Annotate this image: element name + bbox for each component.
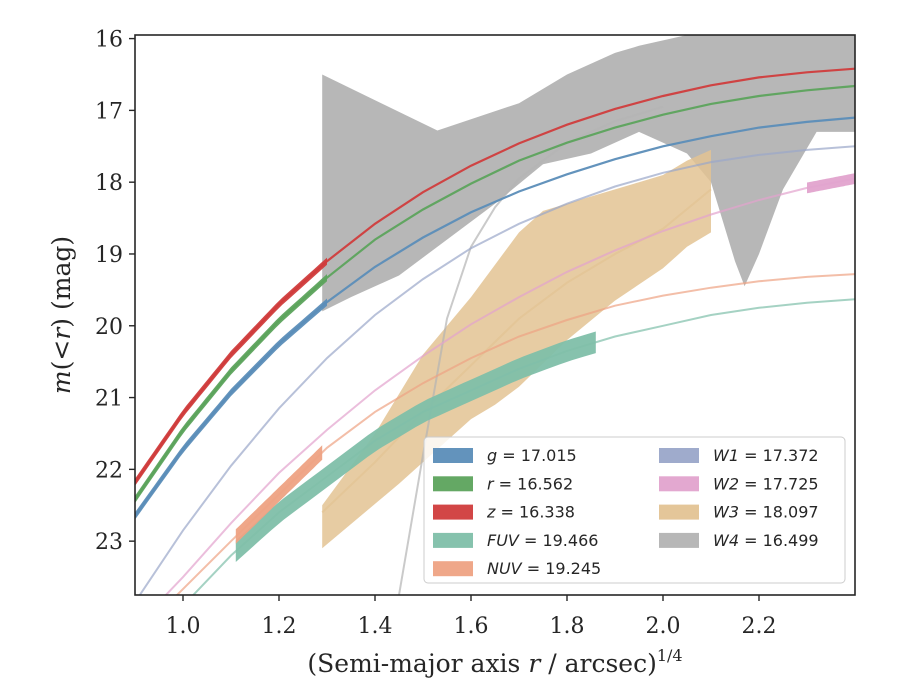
legend-label: z = 16.338 — [486, 503, 575, 522]
w2-series-line — [164, 177, 855, 595]
y-tick-label: 17 — [95, 99, 123, 124]
r-series-band — [135, 274, 327, 504]
legend-label: W2 = 17.725 — [713, 474, 819, 493]
x-tick-label: 1.2 — [262, 614, 297, 639]
y-tick-label: 23 — [95, 530, 123, 555]
legend-item-w1: W1 = 17.372 — [659, 446, 819, 465]
legend-item-nuv: NUV = 19.245 — [433, 559, 601, 578]
legend-swatch — [433, 448, 473, 463]
plot-area — [135, 35, 855, 595]
legend-label: r = 16.562 — [487, 474, 573, 493]
legend-item-w4: W4 = 16.499 — [659, 531, 819, 550]
x-axis-label: (Semi-major axis r / arcsec)1/4 — [307, 646, 682, 678]
legend-swatch — [433, 561, 473, 577]
legend-item-w2: W2 = 17.725 — [659, 474, 819, 493]
plot-frame — [134, 34, 856, 596]
legend-swatch — [433, 532, 473, 548]
legend-swatch — [433, 504, 473, 520]
y-tick-label: 20 — [95, 315, 123, 340]
fuv-series-band — [235, 331, 596, 562]
w1-series-line — [138, 145, 855, 595]
legend-item-r: r = 16.562 — [433, 474, 573, 493]
w3-uncertainty-band — [322, 149, 711, 549]
x-tick-label: 1.0 — [166, 614, 201, 639]
legend: g = 17.015 r = 16.562 z = 16.338 FUV = 19.4… — [423, 436, 846, 584]
legend-swatch — [659, 476, 699, 492]
legend-label: NUV = 19.245 — [487, 559, 601, 578]
nuv-series-band — [235, 445, 323, 544]
legend-swatch — [433, 476, 473, 492]
legend-label: W1 = 17.372 — [713, 446, 819, 465]
w2-series-band — [807, 173, 855, 194]
x-tick-label: 1.6 — [454, 614, 489, 639]
legend-swatch — [659, 532, 699, 548]
x-axis: 1.0 1.2 1.4 1.6 1.8 2.0 2.2 — [166, 595, 777, 639]
y-tick-label: 22 — [95, 458, 123, 483]
x-tick-label: 2.2 — [742, 614, 777, 639]
legend-label: W4 = 16.499 — [713, 531, 819, 550]
legend-swatch — [659, 448, 699, 463]
y-axis-label: m(<r) (mag) — [47, 236, 76, 394]
y-tick-label: 18 — [95, 171, 123, 196]
y-tick-label: 19 — [95, 243, 123, 268]
z-series-band — [135, 257, 327, 486]
y-tick-label: 16 — [95, 28, 123, 53]
y-tick-label: 21 — [95, 387, 123, 412]
legend-item-w3: W3 = 18.097 — [659, 503, 819, 522]
legend-frame — [423, 436, 846, 584]
y-axis: 16 17 18 19 20 21 22 23 — [95, 28, 135, 555]
legend-item-fuv: FUV = 19.466 — [433, 531, 598, 550]
x-tick-label: 1.4 — [358, 614, 393, 639]
g-series-band — [135, 298, 327, 520]
x-tick-label: 1.8 — [550, 614, 585, 639]
legend-label: FUV = 19.466 — [487, 531, 598, 550]
legend-item-z: z = 16.338 — [433, 503, 575, 522]
legend-label: g = 17.015 — [487, 446, 577, 465]
legend-item-g: g = 17.015 — [433, 446, 577, 465]
legend-label: W3 = 18.097 — [713, 503, 819, 522]
x-tick-label: 2.0 — [646, 614, 681, 639]
legend-swatch — [659, 504, 699, 520]
